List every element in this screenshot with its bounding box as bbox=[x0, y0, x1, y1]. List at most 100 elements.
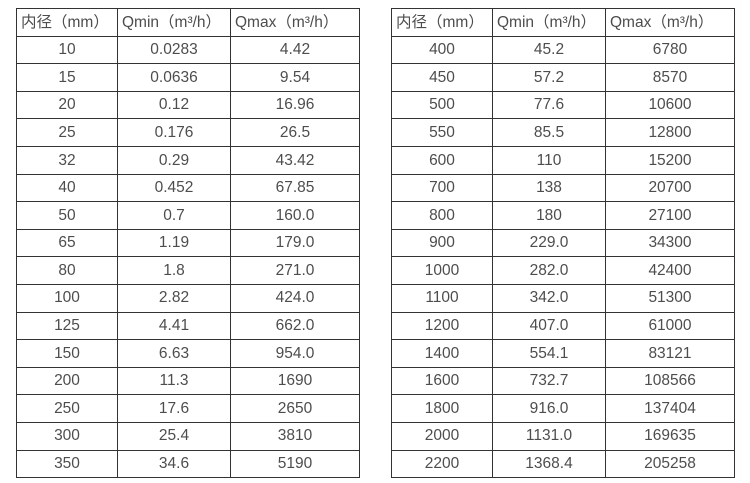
table-row: 65 1.19 179.0 bbox=[16, 228, 360, 258]
qmin-cell: 0.29 bbox=[117, 145, 231, 175]
diameter-cell: 15 bbox=[16, 63, 118, 92]
diameter-cell: 1600 bbox=[391, 366, 493, 396]
diameter-cell: 500 bbox=[391, 90, 493, 120]
table-row: 450 57.2 8570 bbox=[391, 63, 735, 92]
diameter-cell: 20 bbox=[16, 90, 118, 120]
qmin-cell: 11.3 bbox=[117, 366, 231, 396]
diameter-cell: 65 bbox=[16, 228, 118, 258]
diameter-cell: 250 bbox=[16, 394, 118, 423]
qmax-cell: 271.0 bbox=[230, 256, 360, 285]
qmin-cell: 57.2 bbox=[492, 63, 606, 92]
table-row: 600 110 15200 bbox=[391, 145, 735, 175]
diameter-cell: 50 bbox=[16, 201, 118, 230]
qmin-cell: 1131.0 bbox=[492, 421, 606, 451]
qmax-cell: 3810 bbox=[230, 421, 360, 451]
qmax-cell: 61000 bbox=[605, 311, 735, 341]
qmax-cell: 5190 bbox=[230, 449, 360, 479]
table-row: 10 0.0283 4.42 bbox=[16, 35, 360, 65]
header-row: 内径（mm） Qmin（m³/h） Qmax（m³/h） bbox=[391, 8, 735, 37]
table-row: 100 2.82 424.0 bbox=[16, 283, 360, 313]
qmax-cell: 6780 bbox=[605, 35, 735, 65]
diameter-cell: 125 bbox=[16, 311, 118, 341]
qmax-cell: 4.42 bbox=[230, 35, 360, 65]
table-row: 350 34.6 5190 bbox=[16, 449, 360, 479]
diameter-cell: 1100 bbox=[391, 283, 493, 313]
qmin-cell: 45.2 bbox=[492, 35, 606, 65]
flow-range-table-small-diameters: 内径（mm） Qmin（m³/h） Qmax（m³/h） 10 0.0283 4.42 1… bbox=[16, 8, 360, 479]
qmax-cell: 8570 bbox=[605, 63, 735, 92]
table-row: 2200 1368.4 205258 bbox=[391, 449, 735, 479]
table-row: 500 77.6 10600 bbox=[391, 90, 735, 120]
qmin-cell: 0.176 bbox=[117, 118, 231, 147]
table-row: 1100 342.0 51300 bbox=[391, 283, 735, 313]
qmin-cell: 0.12 bbox=[117, 90, 231, 120]
table-row: 250 17.6 2650 bbox=[16, 394, 360, 423]
diameter-cell: 700 bbox=[391, 173, 493, 203]
qmin-cell: 229.0 bbox=[492, 228, 606, 258]
table-row: 700 138 20700 bbox=[391, 173, 735, 203]
table-row: 2000 1131.0 169635 bbox=[391, 421, 735, 451]
diameter-cell: 350 bbox=[16, 449, 118, 479]
qmin-cell: 732.7 bbox=[492, 366, 606, 396]
qmin-cell: 180 bbox=[492, 201, 606, 230]
qmax-cell: 34300 bbox=[605, 228, 735, 258]
qmin-cell: 342.0 bbox=[492, 283, 606, 313]
column-header: Qmin（m³/h） bbox=[117, 8, 231, 37]
qmin-cell: 34.6 bbox=[117, 449, 231, 479]
qmax-cell: 83121 bbox=[605, 339, 735, 368]
column-header: Qmax（m³/h） bbox=[230, 8, 360, 37]
qmax-cell: 12800 bbox=[605, 118, 735, 147]
qmax-cell: 137404 bbox=[605, 394, 735, 423]
qmax-cell: 27100 bbox=[605, 201, 735, 230]
qmax-cell: 43.42 bbox=[230, 145, 360, 175]
table-row: 15 0.0636 9.54 bbox=[16, 63, 360, 92]
qmax-cell: 16.96 bbox=[230, 90, 360, 120]
column-header: Qmax（m³/h） bbox=[605, 8, 735, 37]
header-row: 内径（mm） Qmin（m³/h） Qmax（m³/h） bbox=[16, 8, 360, 37]
qmin-cell: 282.0 bbox=[492, 256, 606, 285]
qmax-cell: 160.0 bbox=[230, 201, 360, 230]
qmax-cell: 67.85 bbox=[230, 173, 360, 203]
qmax-cell: 169635 bbox=[605, 421, 735, 451]
qmax-cell: 205258 bbox=[605, 449, 735, 479]
qmax-cell: 20700 bbox=[605, 173, 735, 203]
table-row: 1600 732.7 108566 bbox=[391, 366, 735, 396]
diameter-cell: 40 bbox=[16, 173, 118, 203]
qmin-cell: 407.0 bbox=[492, 311, 606, 341]
table-row: 1400 554.1 83121 bbox=[391, 339, 735, 368]
diameter-cell: 10 bbox=[16, 35, 118, 65]
diameter-cell: 25 bbox=[16, 118, 118, 147]
diameter-cell: 550 bbox=[391, 118, 493, 147]
qmin-cell: 554.1 bbox=[492, 339, 606, 368]
qmax-cell: 2650 bbox=[230, 394, 360, 423]
table-row: 400 45.2 6780 bbox=[391, 35, 735, 65]
diameter-cell: 900 bbox=[391, 228, 493, 258]
qmin-cell: 2.82 bbox=[117, 283, 231, 313]
qmax-cell: 26.5 bbox=[230, 118, 360, 147]
qmin-cell: 1368.4 bbox=[492, 449, 606, 479]
qmin-cell: 1.19 bbox=[117, 228, 231, 258]
column-header: 内径（mm） bbox=[391, 8, 493, 37]
qmin-cell: 0.0636 bbox=[117, 63, 231, 92]
table-row: 150 6.63 954.0 bbox=[16, 339, 360, 368]
qmax-cell: 15200 bbox=[605, 145, 735, 175]
qmax-cell: 662.0 bbox=[230, 311, 360, 341]
qmax-cell: 42400 bbox=[605, 256, 735, 285]
table-row: 1800 916.0 137404 bbox=[391, 394, 735, 423]
flow-range-table-large-diameters: 内径（mm） Qmin（m³/h） Qmax（m³/h） 400 45.2 6780 45… bbox=[391, 8, 735, 479]
table-row: 80 1.8 271.0 bbox=[16, 256, 360, 285]
column-header: 内径（mm） bbox=[16, 8, 118, 37]
qmax-cell: 9.54 bbox=[230, 63, 360, 92]
table-row: 32 0.29 43.42 bbox=[16, 145, 360, 175]
diameter-cell: 1800 bbox=[391, 394, 493, 423]
diameter-cell: 1000 bbox=[391, 256, 493, 285]
qmin-cell: 85.5 bbox=[492, 118, 606, 147]
diameter-cell: 80 bbox=[16, 256, 118, 285]
diameter-cell: 2000 bbox=[391, 421, 493, 451]
qmin-cell: 17.6 bbox=[117, 394, 231, 423]
diameter-cell: 1400 bbox=[391, 339, 493, 368]
qmin-cell: 6.63 bbox=[117, 339, 231, 368]
diameter-cell: 32 bbox=[16, 145, 118, 175]
qmin-cell: 110 bbox=[492, 145, 606, 175]
